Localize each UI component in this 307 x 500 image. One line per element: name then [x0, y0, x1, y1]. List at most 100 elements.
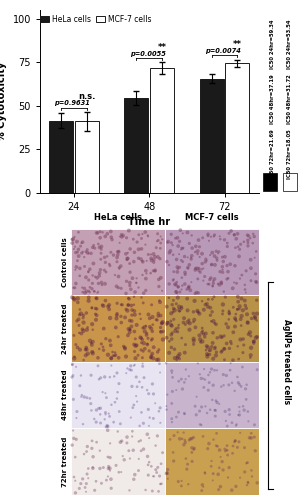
Point: [111, 352, 115, 360]
Point: [149, 254, 154, 262]
Point: [187, 316, 192, 324]
Point: [113, 348, 118, 356]
Point: [245, 458, 250, 466]
Point: [89, 371, 94, 379]
Point: [240, 348, 245, 356]
Point: [203, 376, 208, 384]
Point: [243, 385, 248, 393]
Point: [233, 314, 238, 322]
Point: [214, 348, 219, 356]
Point: [94, 316, 99, 324]
Point: [90, 464, 95, 472]
Point: [171, 304, 176, 312]
Point: [244, 460, 249, 468]
Point: [248, 276, 253, 284]
Point: [130, 382, 134, 390]
Point: [208, 368, 212, 376]
Point: [109, 484, 114, 492]
Point: [204, 350, 209, 358]
Point: [243, 286, 247, 294]
Point: [235, 230, 240, 238]
Point: [177, 302, 181, 310]
Point: [75, 408, 80, 416]
Point: [176, 282, 181, 290]
Point: [99, 480, 104, 488]
Point: [96, 280, 101, 287]
Point: [189, 434, 194, 442]
Point: [124, 256, 129, 264]
Point: [143, 228, 148, 236]
Point: [238, 240, 243, 248]
Point: [80, 325, 85, 333]
Point: [254, 248, 259, 256]
Point: [141, 339, 146, 347]
Point: [211, 280, 216, 287]
Point: [119, 437, 124, 445]
Point: [176, 283, 181, 291]
Point: [94, 294, 99, 302]
Point: [101, 464, 106, 471]
Point: [131, 401, 136, 409]
Point: [98, 266, 103, 274]
Point: [238, 274, 243, 282]
Point: [158, 404, 163, 412]
Point: [194, 411, 199, 419]
Point: [89, 444, 94, 452]
Point: [108, 475, 113, 483]
Point: [193, 402, 198, 410]
Point: [183, 366, 188, 374]
Point: [125, 433, 130, 441]
Point: [80, 475, 85, 483]
Point: [182, 410, 187, 418]
Point: [120, 452, 125, 460]
Point: [187, 326, 192, 334]
Point: [139, 234, 144, 242]
Point: [180, 282, 185, 290]
Point: [208, 406, 213, 414]
Point: [151, 267, 156, 275]
Point: [94, 477, 99, 485]
Point: [126, 325, 131, 333]
Point: [142, 374, 146, 382]
Point: [150, 380, 155, 388]
Point: [200, 481, 205, 489]
Point: [143, 240, 148, 248]
Point: [206, 386, 211, 394]
Point: [200, 297, 204, 305]
Point: [115, 258, 119, 266]
Point: [139, 334, 144, 342]
Point: [203, 255, 208, 263]
Point: [76, 322, 81, 330]
Point: [150, 487, 155, 495]
Point: [116, 354, 121, 362]
Point: [196, 308, 201, 316]
Point: [71, 372, 76, 380]
Point: [96, 376, 101, 384]
Point: [192, 297, 197, 305]
Point: [253, 270, 258, 278]
Point: [213, 412, 218, 420]
Point: [77, 272, 82, 280]
Point: [221, 381, 226, 389]
Point: [241, 238, 246, 246]
Point: [84, 326, 89, 334]
Point: [103, 268, 108, 276]
Point: [128, 362, 133, 370]
Point: [204, 346, 208, 354]
Point: [182, 348, 187, 356]
Point: [131, 258, 136, 266]
Point: [199, 403, 204, 411]
Point: [99, 246, 104, 254]
Point: [192, 444, 197, 452]
Point: [114, 282, 119, 290]
Point: [124, 439, 129, 447]
Point: [119, 468, 124, 476]
Point: [107, 262, 112, 270]
Point: [245, 408, 250, 416]
Point: [152, 472, 157, 480]
Point: [173, 280, 177, 288]
Point: [233, 244, 238, 252]
Point: [83, 352, 88, 360]
Point: [219, 382, 224, 390]
Point: [116, 284, 121, 292]
